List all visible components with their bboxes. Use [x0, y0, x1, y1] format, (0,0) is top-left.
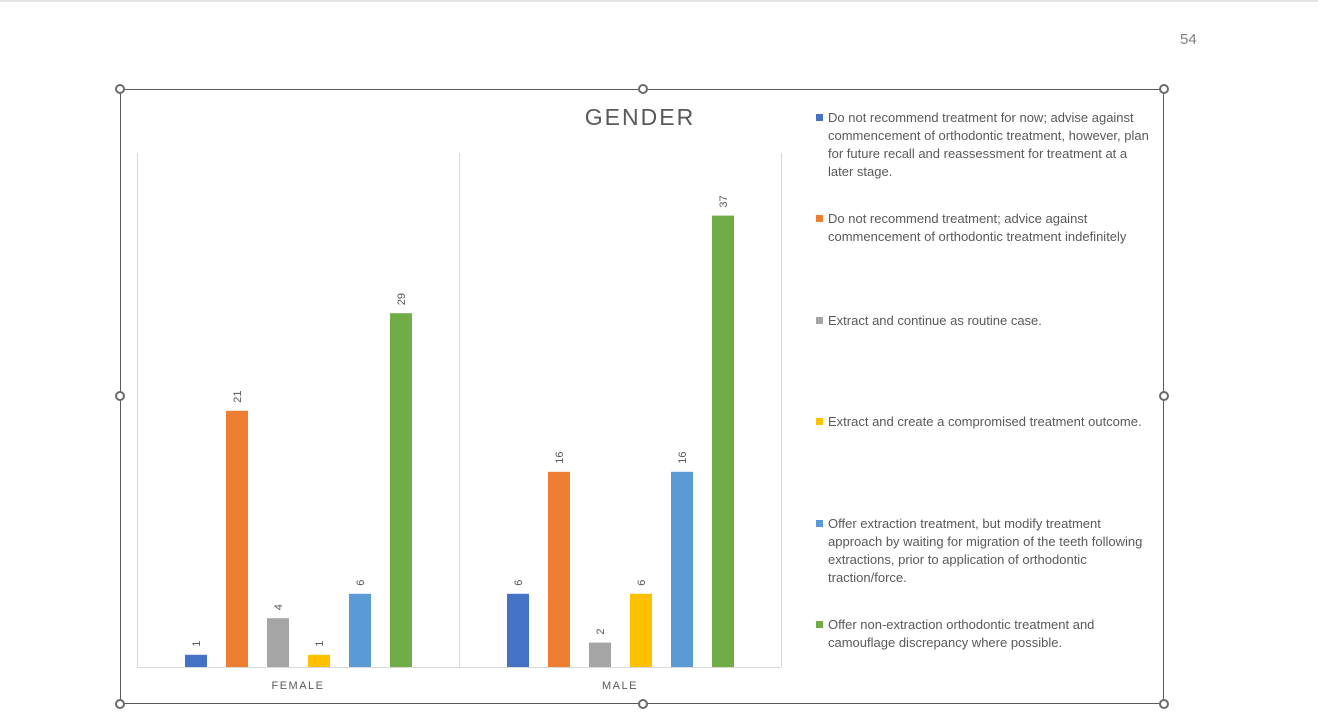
x-tick-label: MALE	[602, 680, 638, 692]
data-label: 16	[677, 452, 689, 464]
legend-label: Extract and create a compromised treatme…	[828, 414, 1142, 429]
data-label: 21	[232, 391, 244, 403]
page-number: 54	[1180, 31, 1197, 48]
data-label: 29	[396, 293, 408, 305]
data-label: 6	[513, 580, 525, 586]
bar	[349, 593, 371, 667]
data-label: 6	[355, 580, 367, 586]
resize-handle-middle-right[interactable]	[1159, 391, 1169, 401]
data-label: 4	[273, 604, 285, 610]
data-label: 1	[314, 641, 326, 647]
legend-swatch	[816, 215, 823, 222]
bar	[185, 654, 207, 667]
resize-handle-bottom-left[interactable]	[115, 699, 125, 709]
data-label: 1	[191, 641, 203, 647]
bar	[630, 593, 652, 667]
bar	[507, 593, 529, 667]
bar	[548, 471, 570, 667]
bar	[308, 654, 330, 667]
bar	[267, 618, 289, 667]
bar	[712, 215, 734, 667]
legend-label: Offer extraction treatment, but modify t…	[828, 516, 1143, 585]
legend-label: Do not recommend treatment for now; advi…	[828, 110, 1149, 179]
data-label: 16	[554, 452, 566, 464]
legend-label: Extract and continue as routine case.	[828, 313, 1042, 328]
x-tick-label: FEMALE	[271, 680, 324, 692]
legend-item: Do not recommend treatment; advice again…	[816, 210, 1156, 246]
legend-swatch	[816, 418, 823, 425]
bar	[390, 313, 412, 667]
resize-handle-bottom-center[interactable]	[638, 699, 648, 709]
data-label: 6	[636, 580, 648, 586]
bar	[671, 471, 693, 667]
legend-label: Do not recommend treatment; advice again…	[828, 211, 1127, 244]
resize-handle-top-left[interactable]	[115, 84, 125, 94]
window-top-rule	[0, 0, 1318, 2]
resize-handle-middle-left[interactable]	[115, 391, 125, 401]
data-label: 2	[595, 628, 607, 634]
legend-item: Extract and create a compromised treatme…	[816, 413, 1142, 431]
bar	[589, 642, 611, 667]
bar	[226, 410, 248, 667]
legend-swatch	[816, 621, 823, 628]
legend-swatch	[816, 114, 823, 121]
legend-item: Extract and continue as routine case.	[816, 312, 1042, 330]
data-label: 37	[718, 195, 730, 207]
resize-handle-bottom-right[interactable]	[1159, 699, 1169, 709]
legend-item: Do not recommend treatment for now; advi…	[816, 109, 1156, 181]
legend-label: Offer non-extraction orthodontic treatme…	[828, 617, 1095, 650]
resize-handle-top-right[interactable]	[1159, 84, 1169, 94]
legend-item: Offer non-extraction orthodontic treatme…	[816, 616, 1156, 652]
resize-handle-top-center[interactable]	[638, 84, 648, 94]
legend-swatch	[816, 520, 823, 527]
legend-swatch	[816, 317, 823, 324]
chart-title: GENDER	[584, 104, 696, 130]
legend-item: Offer extraction treatment, but modify t…	[816, 515, 1156, 587]
